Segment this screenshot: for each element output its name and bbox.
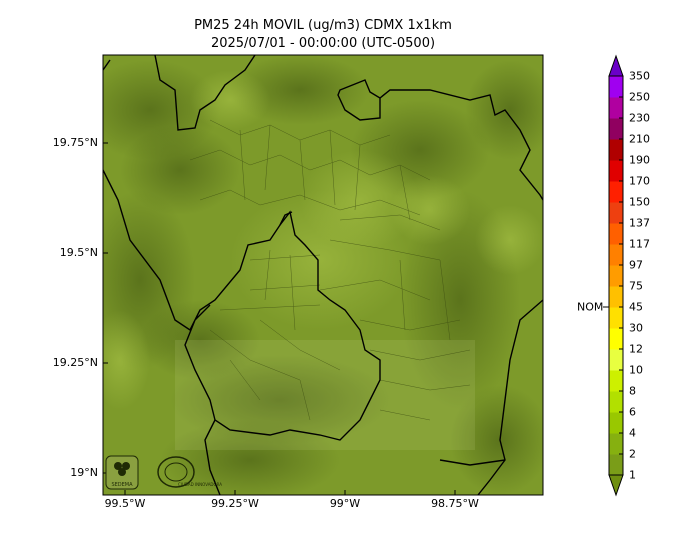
colorbar-tick-label: 230 xyxy=(629,111,650,125)
colorbar-segment xyxy=(609,244,623,266)
colorbar-tick-label: 2 xyxy=(629,447,636,461)
lon-tick-label: 99.25°W xyxy=(211,497,259,510)
colorbar-segment xyxy=(609,307,623,329)
lon-tick-label: 99°W xyxy=(329,497,361,510)
colorbar-segment xyxy=(609,160,623,182)
state-boundaries xyxy=(103,55,543,495)
colorbar-tick-label: 12 xyxy=(629,342,643,356)
colorbar-tick-label: 1 xyxy=(629,468,636,482)
colorbar-tick-label: 190 xyxy=(629,153,650,167)
municipality-boundaries xyxy=(189,119,471,421)
colorbar-segment xyxy=(609,265,623,287)
colorbar-tick-label: 137 xyxy=(629,216,650,230)
colorbar-frame xyxy=(608,75,624,476)
svg-text:SEDEMA: SEDEMA xyxy=(111,482,133,488)
colorbar-tick-label: 97 xyxy=(629,258,643,272)
colorbar-tick-label: 250 xyxy=(629,90,650,104)
colorbar-segment xyxy=(609,391,623,413)
colorbar-segment xyxy=(609,349,623,371)
colorbar-segment xyxy=(609,139,623,161)
colorbar-segment xyxy=(609,223,623,245)
lat-tick-label: 19.5°N xyxy=(59,246,98,259)
colorbar-tick-label: 4 xyxy=(629,426,636,440)
colorbar-tick-label: 45 xyxy=(629,300,643,314)
colorbar-segment xyxy=(609,118,623,140)
axis-ticks xyxy=(103,142,456,495)
sedema-logo: SEDEMA xyxy=(105,455,139,490)
lon-tick-label: 99.5°W xyxy=(104,497,146,510)
colorbar-segment xyxy=(609,97,623,119)
map-title: PM25 24h MOVIL (ug/m3) CDMX 1x1km xyxy=(194,18,452,33)
colorbar-segment xyxy=(609,433,623,455)
lat-tick-label: 19.75°N xyxy=(52,136,98,149)
colorbar-tick-label: 117 xyxy=(629,237,650,251)
colorbar-tick-label: 30 xyxy=(629,321,643,335)
colorbar-segment xyxy=(609,202,623,224)
colorbar-tick-label: 6 xyxy=(629,405,636,419)
city-seal-logo: CIUDAD INNOVADORA xyxy=(157,456,222,488)
svg-text:CIUDAD INNOVADORA: CIUDAD INNOVADORA xyxy=(178,482,222,487)
colorbar-segment xyxy=(609,328,623,350)
colorbar-segment xyxy=(609,181,623,203)
colorbar-tick-label: 170 xyxy=(629,174,650,188)
map-subtitle-datetime: 2025/07/01 - 00:00:00 (UTC-0500) xyxy=(210,36,436,51)
lon-tick-label: 98.75°W xyxy=(431,497,479,510)
colorbar-segment xyxy=(609,370,623,392)
colorbar-segment xyxy=(609,286,623,308)
colorbar-tick-label: 150 xyxy=(629,195,650,209)
colorbar-tick-label: 210 xyxy=(629,132,650,146)
colorbar-tick-label: 75 xyxy=(629,279,643,293)
colorbar-tick-label: 350 xyxy=(629,69,650,83)
colorbar-tick-label: 10 xyxy=(629,363,643,377)
nom-label: NOM xyxy=(577,300,604,314)
colorbar-segment xyxy=(609,412,623,434)
map-frame xyxy=(102,54,544,496)
colorbar-segment xyxy=(609,454,623,476)
colorbar-min-extension xyxy=(608,474,624,497)
lat-tick-label: 19°N xyxy=(70,466,98,479)
colorbar-segment xyxy=(609,76,623,98)
colorbar-max-extension xyxy=(608,54,624,77)
colorbar-tick-label: 8 xyxy=(629,384,636,398)
lat-tick-label: 19.25°N xyxy=(52,356,98,369)
